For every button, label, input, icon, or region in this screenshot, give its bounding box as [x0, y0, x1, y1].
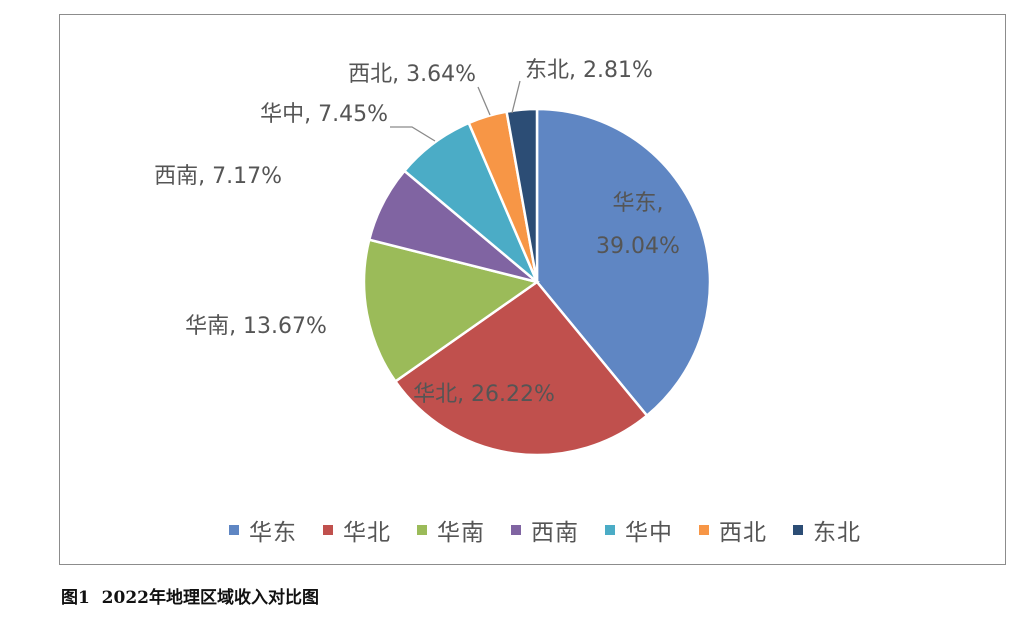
legend-item-东北: 东北 — [793, 513, 861, 547]
legend-swatch-东北 — [793, 525, 803, 535]
legend-label-华南: 华南 — [437, 520, 485, 546]
legend-label-西南: 西南 — [531, 520, 579, 546]
legend-label-东北: 东北 — [813, 520, 861, 546]
data-label-华北: 华北, 26.22% — [413, 382, 555, 407]
pie-slice-华东 — [535, 107, 712, 418]
legend-item-西南: 西南 — [511, 513, 579, 547]
pie-slice-华北 — [393, 280, 649, 457]
leader-line-西北 — [477, 86, 491, 116]
legend-swatch-西北 — [699, 525, 709, 535]
data-label-华中: 华中, 7.45% — [260, 102, 388, 127]
leader-line-华中 — [390, 126, 436, 142]
figure-caption: 图1 2022年地理区域收入对比图 — [61, 588, 319, 608]
data-label-华东: 华东, — [613, 191, 664, 216]
pie-slice-东北 — [505, 107, 539, 283]
leader-line-东北 — [511, 80, 521, 114]
legend-label-西北: 西北 — [719, 520, 767, 546]
legend-item-华中: 华中 — [605, 513, 673, 547]
pie-slice-华南 — [362, 238, 540, 384]
legend-label-华东: 华东 — [249, 520, 297, 546]
data-label-东北: 东北, 2.81% — [525, 58, 653, 83]
pie-chart: 华东, 39.04% 华北, 26.22% 华南, 13.67% 西南, 7.17% 华中… — [154, 58, 712, 457]
legend-label-华中: 华中 — [625, 520, 673, 546]
legend-swatch-华南 — [417, 525, 427, 535]
data-label-华南: 华南, 13.67% — [185, 314, 327, 339]
legend-item-西北: 西北 — [699, 513, 767, 547]
legend-swatch-华北 — [323, 525, 333, 535]
legend-item-华北: 华北 — [323, 513, 391, 547]
chart-frame: 华东, 39.04% 华北, 26.22% 华南, 13.67% 西南, 7.17% 华中… — [59, 14, 1006, 565]
legend-swatch-西南 — [511, 525, 521, 535]
legend-label-华北: 华北 — [343, 520, 391, 546]
legend-item-华南: 华南 — [417, 513, 485, 547]
legend-swatch-华中 — [605, 525, 615, 535]
legend-swatch-华东 — [229, 525, 239, 535]
legend-item-华东: 华东 — [229, 513, 297, 547]
legend: 华东 华北 华南 西南 华中 西北 东北 — [155, 512, 935, 548]
data-label-西南: 西南, 7.17% — [154, 164, 282, 189]
data-label-华东-value: 39.04% — [596, 234, 680, 259]
data-label-西北: 西北, 3.64% — [348, 62, 476, 87]
